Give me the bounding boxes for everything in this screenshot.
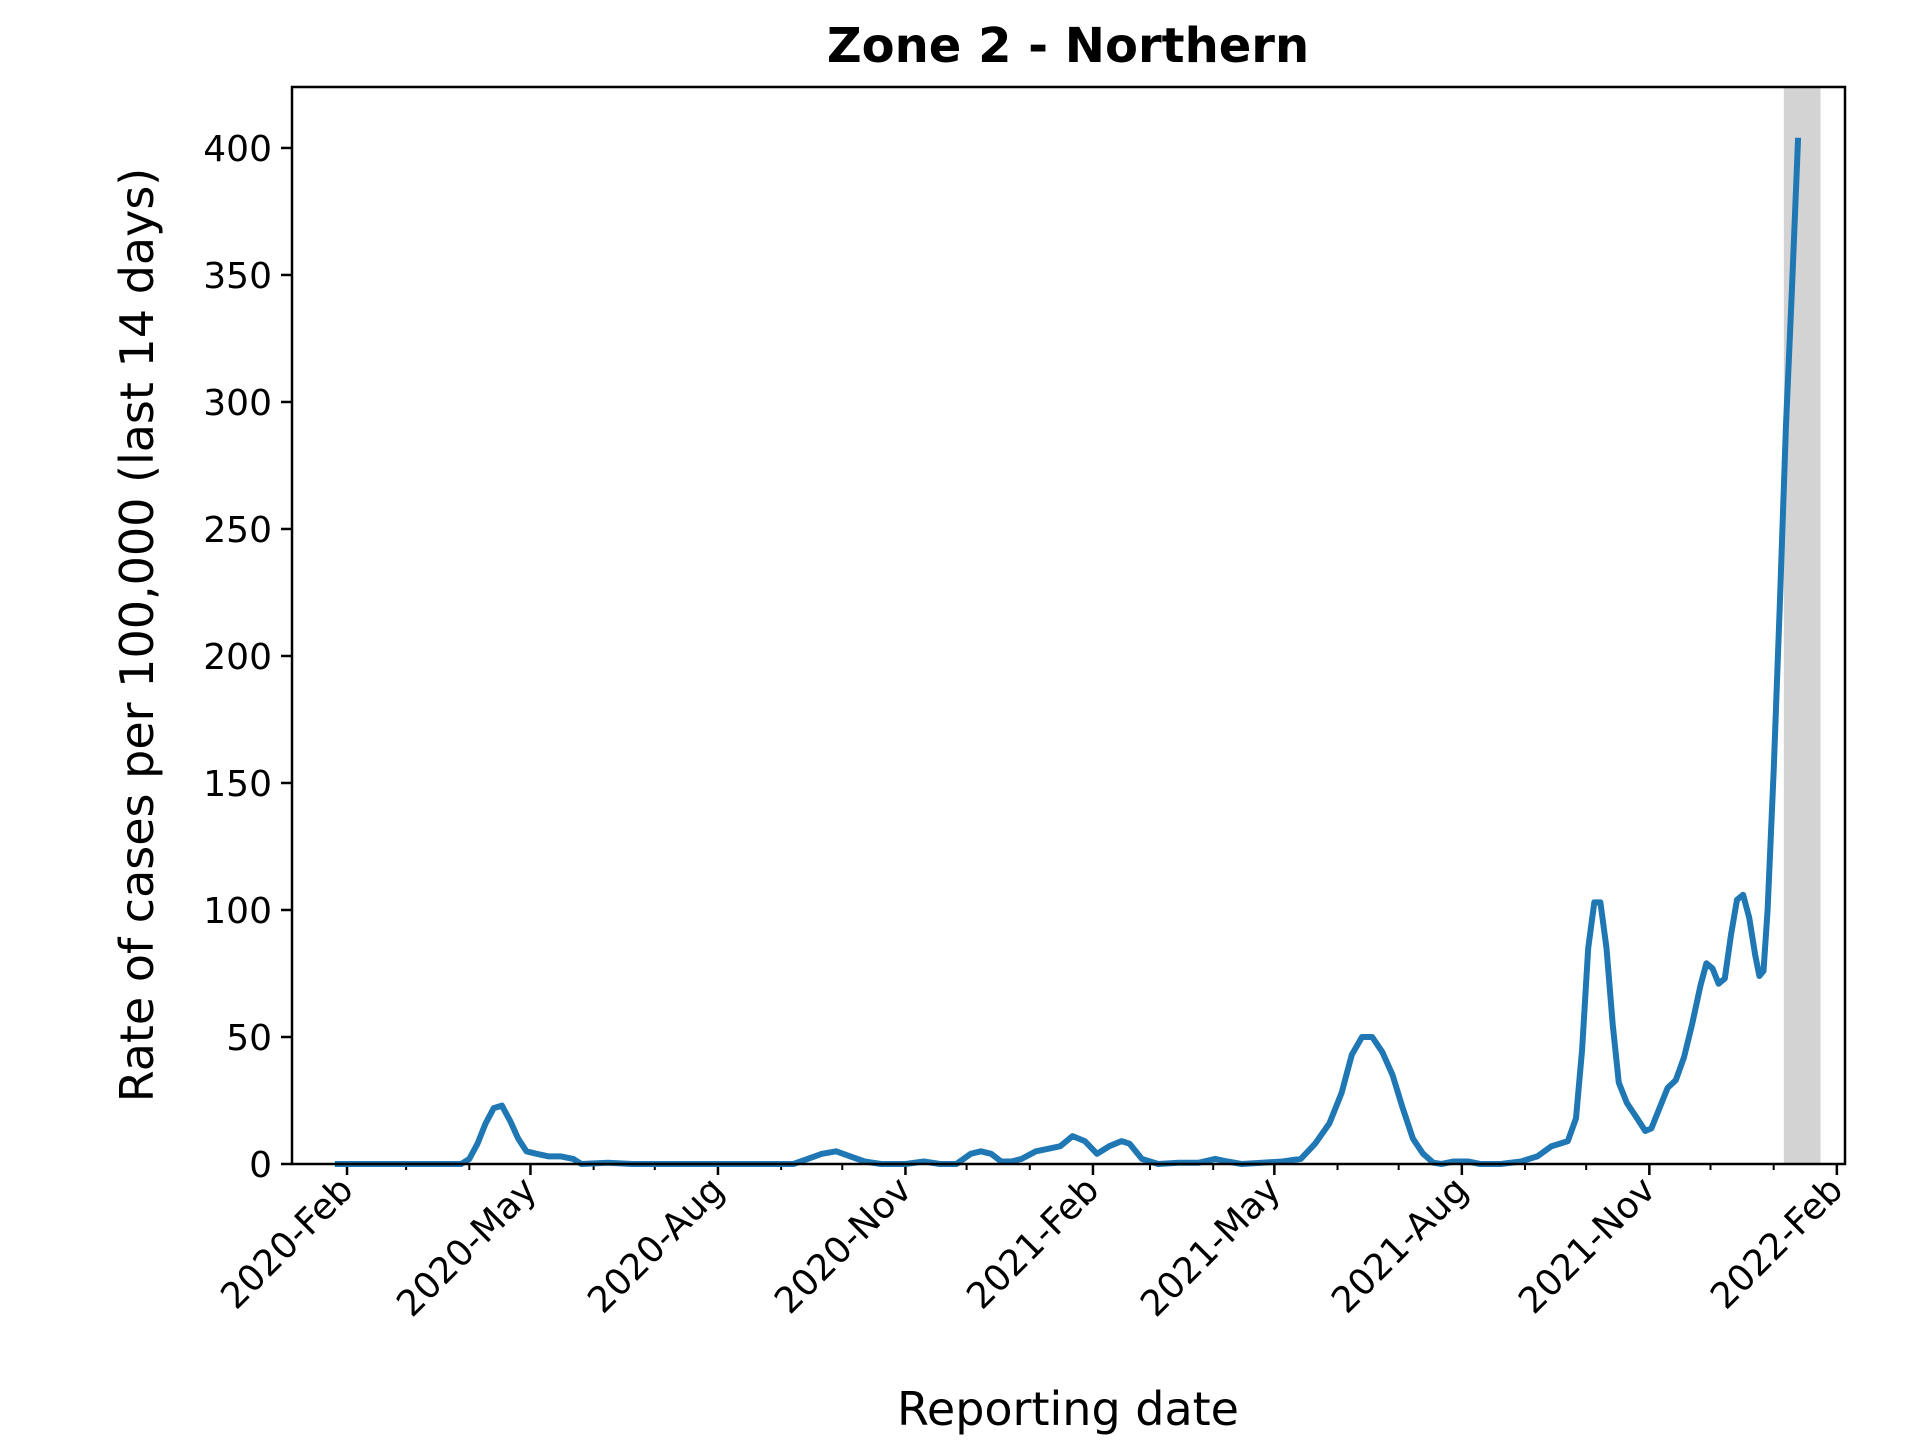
y-axis-label: Rate of cases per 100,000 (last 14 days) — [110, 168, 164, 1103]
y-tick-label: 300 — [203, 383, 272, 424]
plot-frame — [290, 85, 1847, 1166]
y-tick-label: 150 — [203, 764, 272, 805]
y-tick-label: 350 — [203, 256, 272, 297]
x-tick-label: 2021-Aug — [1324, 1169, 1476, 1321]
y-axis-ticks: 0 50 100 150 200 250 300 350 400 — [203, 129, 292, 1186]
y-tick-label: 100 — [203, 891, 272, 932]
y-tick-label: 200 — [203, 637, 272, 678]
x-tick-label: 2021-May — [1133, 1169, 1289, 1325]
x-tick-label: 2021-Nov — [1511, 1169, 1664, 1322]
x-tick-label: 2020-Nov — [767, 1169, 920, 1322]
x-tick-label: 2022-Feb — [1703, 1169, 1851, 1317]
x-tick-label: 2020-Feb — [213, 1169, 361, 1317]
x-tick-label: 2021-Feb — [959, 1169, 1107, 1317]
shaded-region — [1783, 87, 1821, 1164]
y-tick-label: 0 — [249, 1145, 272, 1186]
x-tick-label: 2020-May — [389, 1169, 545, 1325]
y-tick-label: 250 — [203, 510, 272, 551]
y-tick-label: 400 — [203, 129, 272, 170]
y-tick-label: 50 — [226, 1018, 272, 1059]
chart-title: Zone 2 - Northern — [827, 18, 1309, 74]
x-tick-label: 2020-Aug — [580, 1169, 732, 1321]
x-axis-label: Reporting date — [897, 1382, 1239, 1436]
x-axis-ticks: 2020-Feb 2020-May 2020-Aug 2020-Nov 2021-Feb… — [213, 1164, 1851, 1325]
